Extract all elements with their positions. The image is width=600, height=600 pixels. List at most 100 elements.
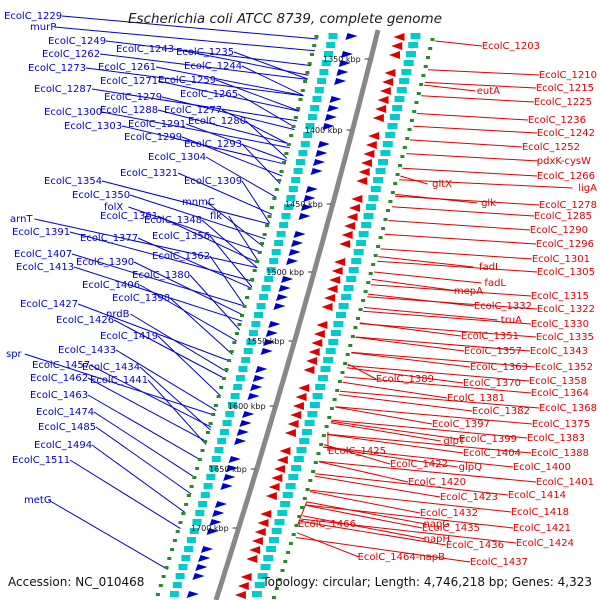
label-leader-line	[424, 81, 537, 89]
gene-label-left: EcolC_1303	[64, 121, 122, 132]
label-leader-line	[128, 206, 262, 253]
gene-label-left: EcolC_1457	[32, 360, 90, 371]
scale-label: 1450 kbp	[285, 200, 323, 209]
gene-label-right: EcolC_1278	[539, 200, 597, 211]
forward-gene-arrow	[356, 177, 368, 185]
forward-gene-arrow	[372, 114, 384, 122]
reverse-gene-arrow	[278, 285, 291, 292]
gc-skew-mark	[247, 287, 252, 290]
gene-label-right: napG	[423, 519, 450, 530]
reverse-gene-arrow	[338, 60, 351, 67]
label-leader-line	[241, 180, 271, 224]
genome-backbone-arc	[213, 29, 381, 600]
feature-category-box	[254, 312, 263, 318]
gene-label-left: EcolC_1262	[42, 49, 100, 60]
label-leader-line	[344, 376, 532, 394]
gene-label-left: EcolC_1309	[184, 176, 242, 187]
label-leader-line	[95, 426, 192, 495]
gene-label-left: EcolC_1391	[12, 227, 70, 238]
feature-category-box	[246, 339, 256, 345]
feature-track	[155, 33, 435, 599]
forward-gene-arrow	[351, 195, 363, 203]
gc-skew-mark	[314, 35, 319, 38]
gc-skew-mark	[366, 281, 371, 284]
gene-label-left: EcolC_1434	[82, 362, 140, 373]
feature-category-box	[260, 564, 271, 570]
gc-skew-mark	[297, 515, 302, 518]
reverse-gene-arrow	[228, 456, 241, 463]
gc-skew-mark	[296, 107, 301, 110]
label-leader-line	[327, 433, 532, 454]
label-leader-line	[314, 475, 441, 498]
forward-gene-arrow	[339, 240, 351, 248]
label-leader-line	[91, 444, 186, 514]
reverse-gene-arrow	[324, 114, 337, 121]
gene-label-left: EcolC_1406	[82, 280, 140, 291]
gene-label-right: EcolC_1305	[537, 267, 595, 278]
gene-label-left: EcolC_1462	[30, 373, 88, 384]
gene-label-right: EcolC_1425	[328, 446, 386, 457]
forward-gene-arrow	[363, 150, 375, 158]
gc-skew-mark	[398, 164, 402, 167]
forward-gene-arrow	[254, 528, 266, 536]
feature-category-box	[225, 411, 235, 417]
gc-skew-mark	[286, 551, 291, 554]
gene-label-right: EcolC_1381	[447, 393, 505, 404]
feature-category-box	[291, 465, 302, 471]
reverse-gene-arrow	[242, 411, 255, 418]
gc-skew-mark	[219, 386, 224, 389]
feature-category-box	[389, 114, 400, 120]
feature-category-box	[238, 366, 248, 372]
gc-skew-mark	[343, 362, 348, 365]
label-leader-line	[99, 53, 308, 80]
gc-skew-mark	[337, 380, 342, 383]
gene-label-right: EcolC_1332	[474, 301, 532, 312]
reverse-gene-arrow	[345, 33, 358, 40]
gc-skew-mark	[294, 524, 299, 527]
feature-category-box	[264, 276, 274, 282]
feature-category-box	[394, 96, 405, 102]
forward-gene-arrow	[268, 483, 280, 491]
gene-label-right: EcolC_1464-napB	[358, 552, 446, 563]
feature-category-box	[217, 438, 227, 444]
gene-label-right: EcolC_1421	[513, 523, 571, 534]
gc-skew-mark	[277, 179, 282, 182]
gc-skew-mark	[255, 260, 260, 263]
feature-category-box	[326, 42, 336, 48]
gc-skew-mark	[345, 353, 350, 356]
gene-label-right: gltX	[432, 179, 452, 190]
map-title: Escherichia coli ATCC 8739, complete gen…	[128, 11, 442, 27]
feature-category-box	[254, 582, 265, 588]
forward-gene-arrow	[257, 519, 269, 527]
gc-skew-mark	[321, 434, 326, 437]
gc-skew-mark	[423, 65, 428, 68]
label-leader-line	[137, 237, 252, 289]
reverse-gene-arrow	[303, 195, 316, 202]
gene-label-right: EcolC_1225	[534, 97, 592, 108]
forward-gene-arrow	[368, 132, 380, 140]
feature-category-box	[285, 483, 296, 489]
label-leader-line	[351, 351, 536, 368]
forward-gene-arrow	[334, 258, 346, 266]
gene-label-left: EcolC_1235	[176, 47, 234, 58]
forward-gene-arrow	[287, 420, 299, 428]
gene-label-right: EcolC_1404	[463, 448, 521, 459]
label-leader-line	[351, 352, 471, 368]
gc-skew-mark	[181, 512, 186, 515]
feature-category-box	[296, 447, 307, 453]
label-leader-line	[61, 15, 318, 40]
gene-label-left: EcolC_1356	[152, 231, 210, 242]
feature-category-box	[274, 519, 285, 525]
label-leader-line	[295, 537, 471, 563]
feature-category-box	[317, 78, 327, 84]
feature-category-box	[203, 483, 213, 489]
feature-category-box	[361, 222, 372, 228]
gene-label-right: EcolC_1322	[537, 304, 595, 315]
label-leader-line	[338, 394, 473, 412]
label-leader-line	[209, 235, 253, 288]
gene-label-right: EcolC_1414	[508, 490, 566, 501]
scale-label: 1400 kbp	[305, 126, 343, 135]
label-leader-line	[367, 296, 538, 310]
feature-category-box	[263, 555, 274, 561]
label-leader-line	[327, 434, 464, 454]
